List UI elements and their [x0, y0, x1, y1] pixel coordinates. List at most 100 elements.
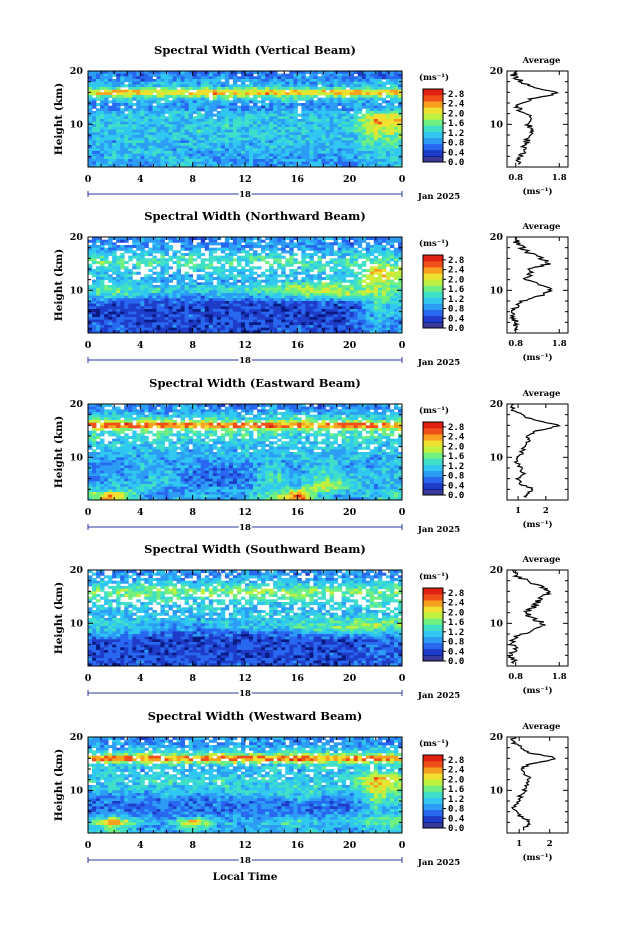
heatmap-cell	[164, 258, 169, 262]
heatmap-cell	[88, 92, 93, 96]
heatmap-cell	[92, 113, 97, 117]
heatmap-cell	[120, 127, 125, 131]
heatmap-cell	[301, 81, 306, 85]
heatmap-cell	[369, 140, 375, 144]
heatmap-cell	[220, 161, 226, 165]
heatmap-cell	[200, 161, 206, 165]
heatmap-cell	[128, 97, 133, 101]
heatmap-cell	[92, 295, 97, 299]
heatmap-cell	[136, 73, 141, 77]
heatmap-cell	[397, 79, 403, 83]
heatmap-cell	[200, 303, 206, 307]
heatmap-cell	[325, 124, 330, 128]
heatmap-cell	[361, 71, 367, 75]
heatmap-cell	[116, 311, 121, 315]
heatmap-cell	[353, 263, 359, 267]
heatmap-cell	[365, 89, 371, 93]
heatmap-cell	[184, 303, 190, 307]
heatmap-cell	[196, 145, 202, 149]
heatmap-cell	[301, 263, 306, 267]
heatmap-cell	[208, 239, 214, 243]
heatmap-cell	[353, 274, 359, 278]
heatmap-cell	[200, 301, 206, 305]
colorbar-tick-label: 1.6	[448, 119, 464, 129]
heatmap-cell	[301, 87, 306, 91]
heatmap-cell	[120, 108, 125, 112]
heatmap-cell	[381, 255, 387, 259]
heatmap-cell	[261, 132, 266, 136]
heatmap-cell	[120, 295, 125, 299]
heatmap-cell	[341, 153, 347, 157]
heatmap-cell	[325, 73, 330, 77]
heatmap-cell	[337, 309, 343, 313]
heatmap-cell	[88, 247, 93, 251]
heatmap-cell	[216, 81, 222, 85]
heatmap-cell	[369, 87, 375, 91]
heatmap-cell	[317, 274, 322, 278]
heatmap-cell	[321, 293, 326, 297]
heatmap-cell	[249, 140, 254, 144]
heatmap-cell	[269, 73, 274, 77]
heatmap-cell	[236, 311, 242, 315]
heatmap-cell	[329, 137, 334, 141]
heatmap-cell	[281, 290, 286, 294]
heatmap-cell	[381, 111, 387, 115]
heatmap-cell	[200, 151, 206, 155]
heatmap-cell	[325, 263, 330, 267]
heatmap-cell	[345, 309, 351, 313]
heatmap-cell	[329, 164, 334, 168]
heatmap-cell	[168, 95, 173, 99]
heatmap-cell	[253, 87, 258, 91]
heatmap-cell	[204, 111, 210, 115]
heatmap-cell	[224, 306, 230, 310]
heatmap-cell	[337, 293, 343, 297]
heatmap-cell	[253, 89, 258, 93]
heatmap-cell	[164, 247, 169, 251]
heatmap-cell	[96, 137, 101, 141]
heatmap-cell	[297, 301, 302, 305]
heatmap-cell	[305, 95, 310, 99]
heatmap-cell	[116, 261, 121, 265]
heatmap-cell	[128, 285, 133, 289]
heatmap-cell	[349, 129, 355, 133]
heatmap-cell	[100, 245, 105, 249]
heatmap-cell	[253, 298, 258, 302]
heatmap-cell	[357, 95, 363, 99]
heatmap-cell	[253, 124, 258, 128]
heatmap-cell	[385, 71, 391, 75]
heatmap-cell	[377, 285, 383, 289]
heatmap-cell	[313, 145, 318, 149]
heatmap-cell	[249, 306, 254, 310]
heatmap-cell	[301, 89, 306, 93]
heatmap-cell	[216, 295, 222, 299]
heatmap-cell	[313, 301, 318, 305]
heatmap-cell	[397, 266, 403, 270]
heatmap-cell	[261, 124, 266, 128]
heatmap-cell	[196, 156, 202, 160]
heatmap-cell	[313, 92, 318, 96]
heatmap-cell	[236, 290, 242, 294]
heatmap-cell	[88, 121, 93, 125]
colorbar-swatch	[423, 113, 443, 120]
heatmap-cell	[172, 298, 177, 302]
heatmap-cell	[257, 290, 262, 294]
heatmap-cell	[232, 145, 238, 149]
heatmap-cell	[345, 71, 351, 75]
average-title: Average	[522, 56, 562, 66]
heatmap-cell	[228, 129, 234, 133]
heatmap-cell	[224, 303, 230, 307]
heatmap-cell	[373, 311, 379, 315]
heatmap-cell	[357, 239, 363, 243]
heatmap-cell	[249, 253, 254, 257]
heatmap-cell	[188, 319, 194, 323]
heatmap-cell	[309, 140, 314, 144]
heatmap-cell	[152, 306, 157, 310]
x-tick-label: 16	[291, 174, 305, 185]
heatmap-cell	[216, 151, 222, 155]
heatmap-cell	[176, 71, 181, 75]
heatmap-cell	[393, 250, 399, 254]
heatmap-cell	[329, 301, 334, 305]
heatmap-cell	[184, 311, 190, 315]
heatmap-cell	[92, 135, 97, 139]
heatmap-cell	[325, 84, 330, 88]
